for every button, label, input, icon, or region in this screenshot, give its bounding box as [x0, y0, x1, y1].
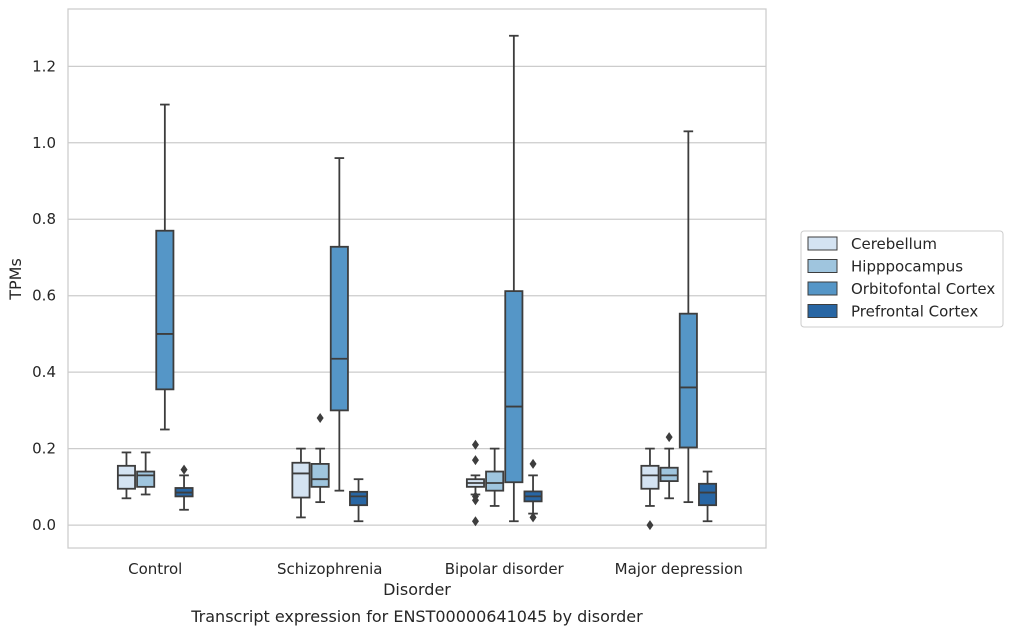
x-tick-label: Control — [128, 560, 182, 578]
y-tick-label: 0.6 — [32, 287, 56, 305]
box-element — [485, 447, 505, 507]
x-tick-label: Schizophrenia — [277, 560, 382, 578]
legend-label: Prefrontal Cortex — [851, 303, 978, 321]
box-element — [349, 478, 369, 523]
y-tick-label: 0.8 — [32, 210, 56, 228]
y-axis-title: TPMs — [6, 258, 25, 301]
iqr-box — [310, 463, 330, 488]
y-gridlines — [68, 65, 766, 526]
box-group — [291, 157, 369, 523]
legend-frame — [800, 230, 1004, 328]
iqr-box — [485, 470, 505, 492]
box-element — [291, 447, 311, 519]
box-element — [116, 451, 136, 500]
legend-label: Hipppocampus — [851, 258, 963, 276]
x-tick-label: Bipolar disorder — [445, 560, 565, 578]
iqr-box — [136, 470, 156, 488]
box-element — [329, 157, 349, 492]
legend-label: Orbitofontal Cortex — [851, 280, 995, 298]
legend-swatch — [807, 304, 838, 318]
box-group — [116, 103, 194, 511]
iqr-box — [504, 290, 524, 484]
iqr-box — [698, 482, 718, 507]
y-tick-label: 0.4 — [32, 363, 56, 381]
legend-swatch — [807, 281, 838, 296]
y-tick-label: 1.2 — [32, 57, 56, 75]
outlier-marker — [180, 464, 188, 475]
x-tick-label: Major depression — [615, 560, 743, 578]
chart-caption: Transcript expression for ENST0000064104… — [190, 607, 643, 626]
iqr-box — [349, 490, 369, 507]
iqr-box — [678, 312, 698, 449]
box-element — [174, 464, 194, 511]
box-element — [640, 447, 660, 531]
iqr-box — [640, 464, 660, 490]
iqr-box — [659, 466, 679, 483]
box-element — [465, 439, 485, 527]
box-element — [523, 458, 543, 523]
box-element — [698, 470, 718, 523]
iqr-box — [155, 229, 175, 391]
y-tick-label: 0.0 — [32, 516, 56, 534]
box-group — [640, 130, 718, 531]
box-group — [465, 34, 543, 527]
outlier-marker — [665, 432, 673, 443]
legend-label: Cerebellum — [851, 235, 937, 253]
box-element — [678, 130, 698, 504]
box-element — [659, 432, 679, 500]
y-tick-label: 1.0 — [32, 134, 56, 152]
outlier-marker — [471, 439, 479, 450]
x-axis-title: Disorder — [383, 580, 451, 599]
outlier-marker — [471, 455, 479, 466]
legend: Cerebellum Hipppocampus Orbitofontal Corte… — [800, 230, 1004, 328]
iqr-box — [291, 461, 311, 499]
x-tick-labels: Control Schizophrenia Bipolar disorder Majo… — [128, 560, 743, 578]
legend-swatch — [807, 259, 838, 273]
legend-swatch — [807, 236, 838, 251]
plot-frame — [67, 8, 767, 549]
outlier-marker — [471, 516, 479, 527]
outlier-marker — [529, 458, 537, 469]
box-element — [136, 451, 156, 496]
box-element — [155, 103, 175, 431]
box-element — [504, 34, 524, 523]
y-tick-labels: 0.0 0.2 0.4 0.6 0.8 1.0 1.2 — [32, 57, 56, 534]
outlier-marker — [646, 520, 654, 531]
y-tick-label: 0.2 — [32, 440, 56, 458]
outlier-marker — [471, 495, 479, 506]
iqr-box — [116, 464, 136, 490]
outlier-marker — [316, 413, 324, 424]
iqr-box — [329, 245, 349, 412]
outlier-marker — [529, 512, 537, 523]
box-groups — [116, 34, 718, 531]
box-element — [310, 413, 330, 504]
